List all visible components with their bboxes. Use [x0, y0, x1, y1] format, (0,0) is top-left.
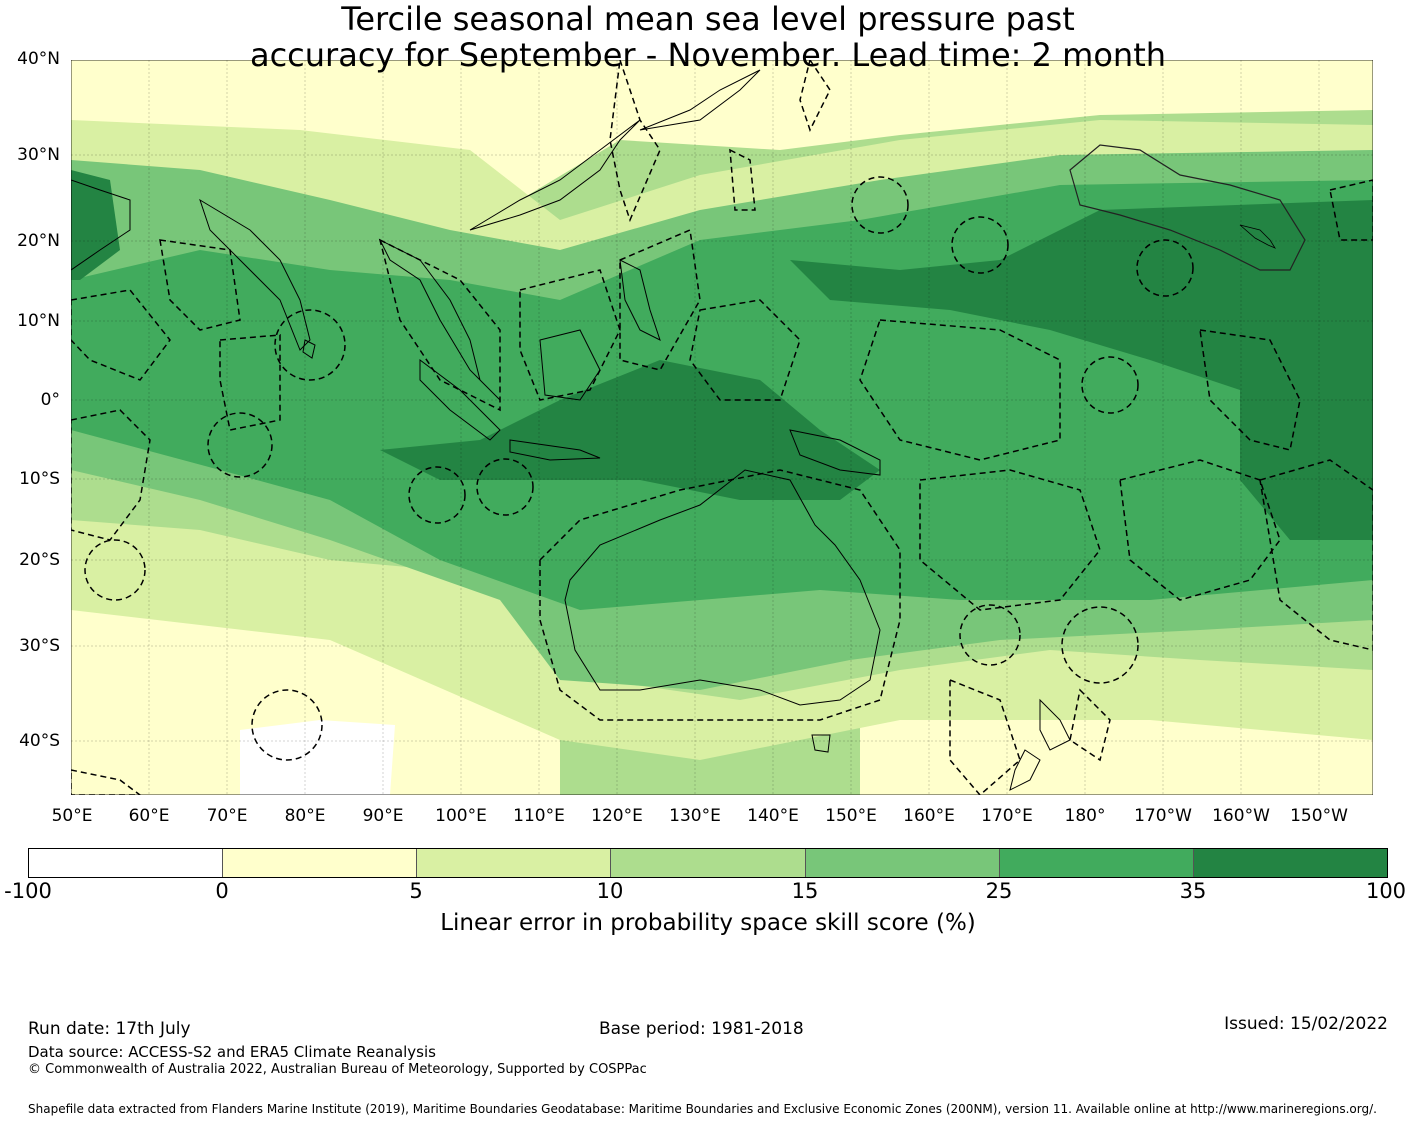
new-zealand-coastline — [1009, 698, 1071, 791]
skill-regions — [71, 60, 1373, 795]
map-title-line-1: Tercile seasonal mean sea level pressure… — [341, 0, 1075, 38]
india-coastline — [199, 198, 311, 351]
lon-label: 90°E — [362, 806, 404, 826]
lat-label: 20°N — [17, 231, 60, 251]
skill-region — [240, 720, 395, 795]
lon-label: 60°E — [128, 806, 170, 826]
sri-lanka-coastline — [302, 339, 316, 359]
java-coastline — [509, 439, 601, 461]
lat-label: 10°N — [17, 311, 60, 331]
lat-label: 10°S — [19, 469, 60, 489]
colorbar-segment — [1193, 849, 1387, 877]
lon-label: 170°E — [981, 806, 1033, 826]
lon-label: 160°W — [1212, 806, 1270, 826]
lat-label: 30°N — [17, 145, 60, 165]
colorbar-tick: -100 — [4, 879, 52, 903]
australia-coastline — [564, 469, 881, 706]
tasmania-coastline — [811, 734, 831, 753]
map-title-line-2: accuracy for September - November. Lead … — [249, 36, 1167, 74]
colorbar-segment — [223, 849, 418, 877]
issued-date: Issued: 15/02/2022 — [1224, 1014, 1388, 1034]
lon-label: 150°W — [1290, 806, 1348, 826]
lon-label: 130°E — [669, 806, 721, 826]
copyright: © Commonwealth of Australia 2022, Austra… — [28, 1062, 647, 1077]
lon-label: 110°E — [513, 806, 565, 826]
skill-region — [71, 60, 1373, 200]
colorbar-segment — [611, 849, 806, 877]
lat-label: 40°S — [19, 731, 60, 751]
colorbar-tick: 0 — [215, 879, 229, 903]
lon-label: 70°E — [206, 806, 248, 826]
skill-region — [380, 360, 880, 500]
colorbar-tick: 15 — [791, 879, 819, 903]
colorbar-tick: 5 — [409, 879, 423, 903]
lon-label: 80°E — [284, 806, 326, 826]
hawaii-eez-outline — [1069, 144, 1306, 271]
lon-label: 50°E — [51, 806, 93, 826]
skill-region — [790, 200, 1373, 540]
lon-label: 100°E — [435, 806, 487, 826]
colorbar-tick: 100 — [1365, 879, 1407, 903]
japan-coastline — [639, 69, 761, 131]
shapefile-credit: Shapefile data extracted from Flanders M… — [28, 1102, 1377, 1116]
run-date: Run date: 17th July — [28, 1019, 191, 1039]
colorbar-segment — [805, 849, 1000, 877]
china-coastline — [469, 119, 641, 231]
borneo-coastline — [539, 329, 601, 401]
sumatra-coastline — [419, 359, 501, 441]
new-guinea-coastline — [789, 429, 881, 476]
colorbar-segment — [417, 849, 612, 877]
colorbar-label: Linear error in probability space skill … — [440, 910, 976, 936]
arabia-coastline — [71, 179, 131, 271]
colorbar — [28, 848, 1388, 878]
base-period: Base period: 1981-2018 — [599, 1019, 804, 1039]
colorbar-segment — [29, 849, 224, 877]
graticule — [71, 60, 1373, 795]
lon-label: 160°E — [903, 806, 955, 826]
lat-label: 30°S — [19, 636, 60, 656]
hawaii-islands — [1239, 224, 1277, 249]
lon-label: 120°E — [591, 806, 643, 826]
colorbar-tick: 25 — [985, 879, 1013, 903]
lon-label: 170°W — [1134, 806, 1192, 826]
colorbar-tick: 10 — [596, 879, 624, 903]
lat-label: 20°S — [19, 550, 60, 570]
colorbar-tick: 35 — [1179, 879, 1207, 903]
philippines-coastline — [619, 259, 661, 341]
maritime-boundaries — [71, 60, 1373, 795]
lon-label: 180° — [1064, 806, 1106, 826]
skill-region — [71, 520, 1373, 760]
colorbar-segment — [999, 849, 1194, 877]
skill-map — [71, 60, 1373, 795]
coastlines — [71, 69, 1071, 791]
lat-label: 0° — [40, 390, 60, 410]
lon-label: 140°E — [747, 806, 799, 826]
lat-label: 40°N — [17, 49, 60, 69]
skill-region — [71, 170, 120, 280]
data-source: Data source: ACCESS-S2 and ERA5 Climate … — [28, 1043, 436, 1061]
lon-label: 150°E — [825, 806, 877, 826]
